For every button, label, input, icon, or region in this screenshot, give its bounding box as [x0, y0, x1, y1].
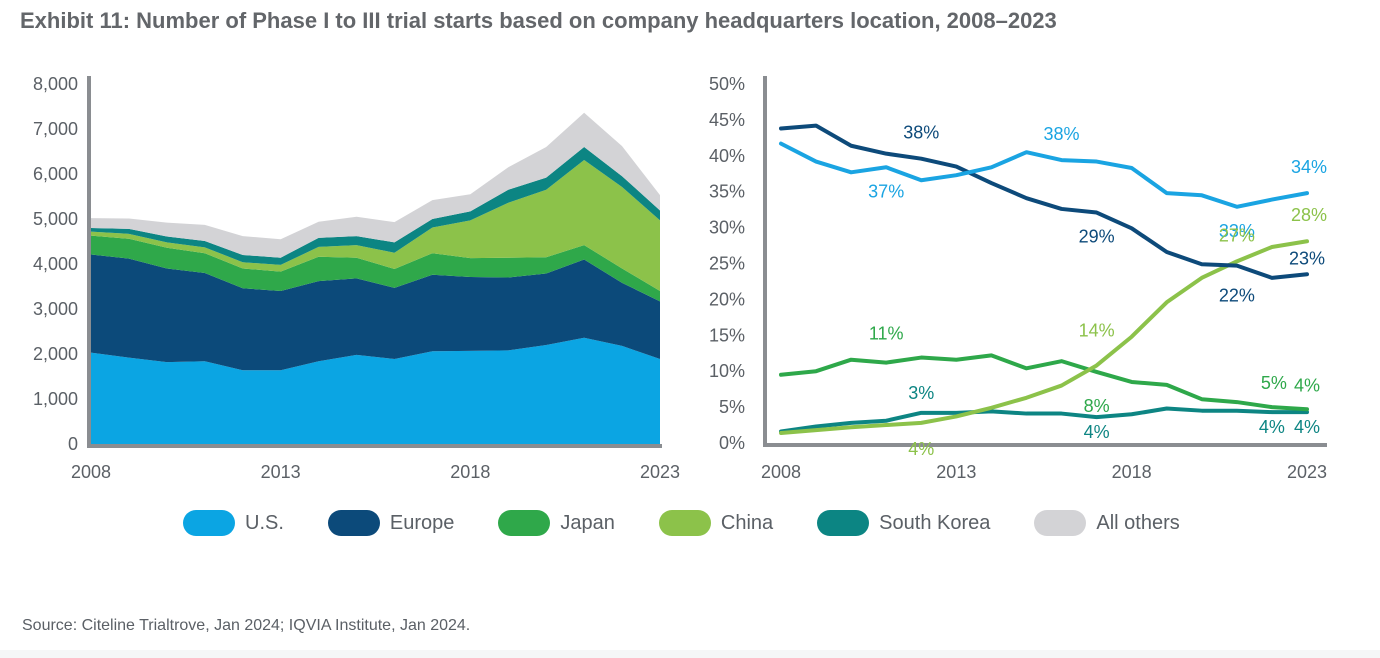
- y-tick-label: 6,000: [33, 164, 78, 184]
- x-tick-label: 2023: [1287, 462, 1327, 482]
- data-label-europe: 38%: [903, 123, 939, 143]
- data-label-japan: 8%: [1084, 396, 1110, 416]
- legend-swatch: [327, 510, 380, 536]
- data-label-europe: 23%: [1289, 248, 1325, 268]
- line-china: [779, 239, 1309, 435]
- y-tick-label: 0: [68, 434, 78, 454]
- y-tick-label: 7,000: [33, 119, 78, 139]
- stacked-area-chart: 0 1,000 2,000 3,000 4,000 5,000 6,000 7,000 8,00…: [33, 74, 680, 482]
- y-tick-label: 5,000: [33, 209, 78, 229]
- data-label-south-korea: 4%: [1259, 417, 1285, 437]
- y-tick-label: 25%: [709, 254, 745, 274]
- line-japan: [779, 353, 1309, 412]
- legend: U.S. Europe Japan China South Korea All other…: [183, 510, 1224, 536]
- y-tick-label: 0%: [719, 433, 745, 453]
- y-tick-label: 1,000: [33, 389, 78, 409]
- legend-label: South Korea: [879, 511, 991, 534]
- area-all-others: [91, 112, 660, 258]
- data-label-u-s: 33%: [1219, 221, 1255, 241]
- y-tick-label: 50%: [709, 74, 745, 94]
- y-tick-label: 30%: [709, 218, 745, 238]
- chart-title: Exhibit 11: Number of Phase I to III tri…: [20, 8, 1057, 33]
- y-tick-label: 2,000: [33, 344, 78, 364]
- legend-item-japan: Japan: [498, 510, 615, 536]
- y-tick-label: 4,000: [33, 254, 78, 274]
- y-tick-label: 20%: [709, 289, 745, 309]
- legend-swatch: [817, 510, 870, 536]
- data-label-south-korea: 4%: [1084, 422, 1110, 442]
- y-tick-label: 3,000: [33, 299, 78, 319]
- area-south-korea: [91, 147, 660, 265]
- data-label-china: 28%: [1291, 205, 1327, 225]
- source-note: Source: Citeline Trialtrove, Jan 2024; I…: [22, 617, 471, 634]
- legend-label: Europe: [389, 511, 455, 534]
- legend-item-europe: Europe: [327, 510, 455, 536]
- x-tick-label: 2013: [936, 462, 976, 482]
- data-label-china: 4%: [908, 439, 934, 459]
- legend-swatch: [183, 510, 235, 536]
- legend-item-china: China: [658, 510, 774, 536]
- legend-label: China: [720, 511, 774, 534]
- y-tick-label: 10%: [709, 361, 745, 381]
- y-tick-label: 15%: [709, 325, 745, 345]
- legend-label: All others: [1096, 511, 1180, 534]
- data-label-japan: 4%: [1294, 375, 1320, 395]
- area-china: [91, 160, 660, 291]
- x-tick-label: 2008: [761, 462, 801, 482]
- legend-item-u-s: U.S.: [183, 510, 284, 536]
- x-tick-label: 2023: [640, 462, 680, 482]
- y-tick-label: 8,000: [33, 74, 78, 94]
- area-europe: [91, 254, 660, 371]
- data-label-u-s: 37%: [868, 181, 904, 201]
- legend-swatch: [1034, 510, 1087, 536]
- legend-item-south-korea: South Korea: [817, 510, 990, 536]
- data-label-europe: 29%: [1079, 227, 1115, 247]
- area-japan: [91, 235, 660, 302]
- line-south-korea: [779, 406, 1309, 434]
- y-tick-label: 35%: [709, 182, 745, 202]
- data-label-u-s: 38%: [1044, 124, 1080, 144]
- data-label-south-korea: 4%: [1294, 417, 1320, 437]
- data-label-japan: 5%: [1261, 373, 1287, 393]
- y-tick-label: 40%: [709, 146, 745, 166]
- legend-label: Japan: [560, 511, 615, 534]
- legend-swatch: [658, 510, 711, 536]
- data-label-europe: 22%: [1219, 286, 1255, 306]
- x-tick-label: 2013: [261, 462, 301, 482]
- y-tick-label: 45%: [709, 110, 745, 130]
- data-label-south-korea: 3%: [908, 383, 934, 403]
- line-u-s: [779, 141, 1309, 209]
- y-tick-label: 5%: [719, 397, 745, 417]
- line-europe: [779, 123, 1309, 280]
- share-line-chart: 0% 5% 10% 15% 20% 25% 30% 35% 40% 45% 50% 2008 2013 2…: [709, 74, 1327, 482]
- data-label-u-s: 34%: [1291, 157, 1327, 177]
- legend-swatch: [498, 510, 551, 536]
- data-label-japan: 11%: [869, 324, 904, 344]
- x-tick-label: 2008: [71, 462, 111, 482]
- data-label-china: 27%: [1219, 225, 1255, 245]
- data-label-china: 14%: [1079, 320, 1115, 340]
- legend-label: U.S.: [245, 511, 284, 534]
- area-u-s: [91, 337, 660, 444]
- charts-canvas: 0 1,000 2,000 3,000 4,000 5,000 6,000 7,000 8,00…: [33, 74, 1327, 482]
- legend-item-all-others: All others: [1034, 510, 1180, 536]
- x-tick-label: 2018: [450, 462, 490, 482]
- footer-band: [0, 650, 1380, 658]
- x-tick-label: 2018: [1112, 462, 1152, 482]
